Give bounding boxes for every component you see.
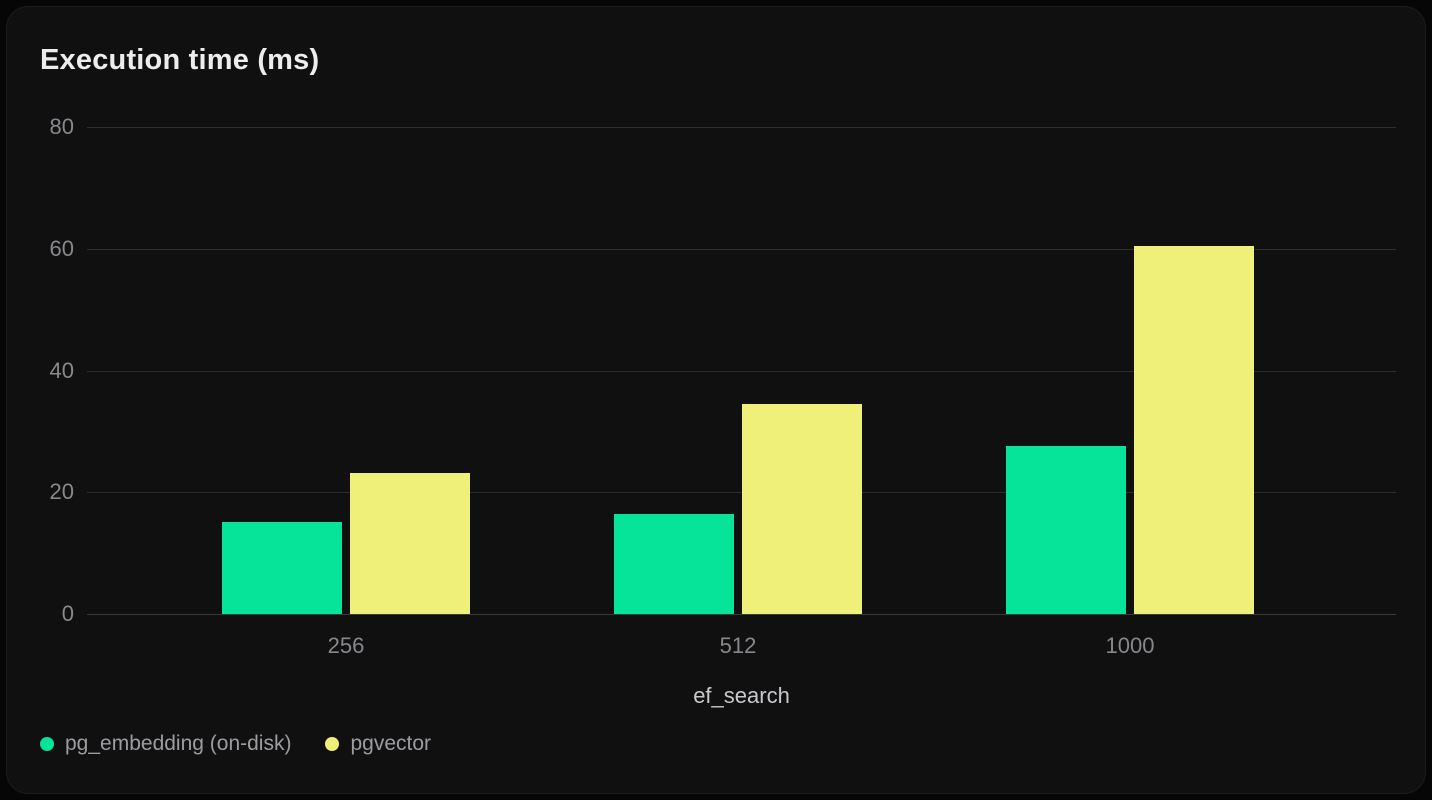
gridline	[87, 492, 1396, 493]
x-tick-label: 256	[327, 633, 365, 658]
gridline	[87, 614, 1396, 615]
gridline	[87, 371, 1396, 372]
legend-swatch-icon	[40, 737, 54, 751]
bar[interactable]	[350, 473, 470, 614]
x-tick-label: 512	[719, 633, 757, 658]
bar[interactable]	[222, 522, 342, 614]
gridline	[87, 127, 1396, 128]
x-axis-label: ef_search	[693, 683, 790, 708]
bar[interactable]	[1134, 246, 1254, 614]
legend-label: pg_embedding (on-disk)	[65, 732, 292, 755]
bar[interactable]	[1006, 446, 1126, 614]
legend-item[interactable]: pg_embedding (on-disk)	[40, 732, 291, 756]
gridline	[87, 249, 1396, 250]
bar[interactable]	[742, 404, 862, 614]
y-tick-label: 60	[49, 236, 74, 261]
legend-swatch-icon	[325, 737, 340, 751]
legend-label: pgvector	[350, 732, 432, 755]
chart-title: Execution time (ms)	[40, 44, 320, 76]
legend: pg_embedding (on-disk) pgvector	[40, 732, 431, 756]
y-tick-label: 0	[61, 601, 74, 626]
bar[interactable]	[614, 514, 734, 614]
y-tick-label: 80	[49, 114, 74, 139]
x-tick-label: 1000	[1105, 633, 1155, 658]
y-tick-label: 40	[49, 358, 74, 383]
y-tick-label: 20	[49, 479, 74, 504]
legend-item[interactable]: pgvector	[325, 732, 431, 756]
